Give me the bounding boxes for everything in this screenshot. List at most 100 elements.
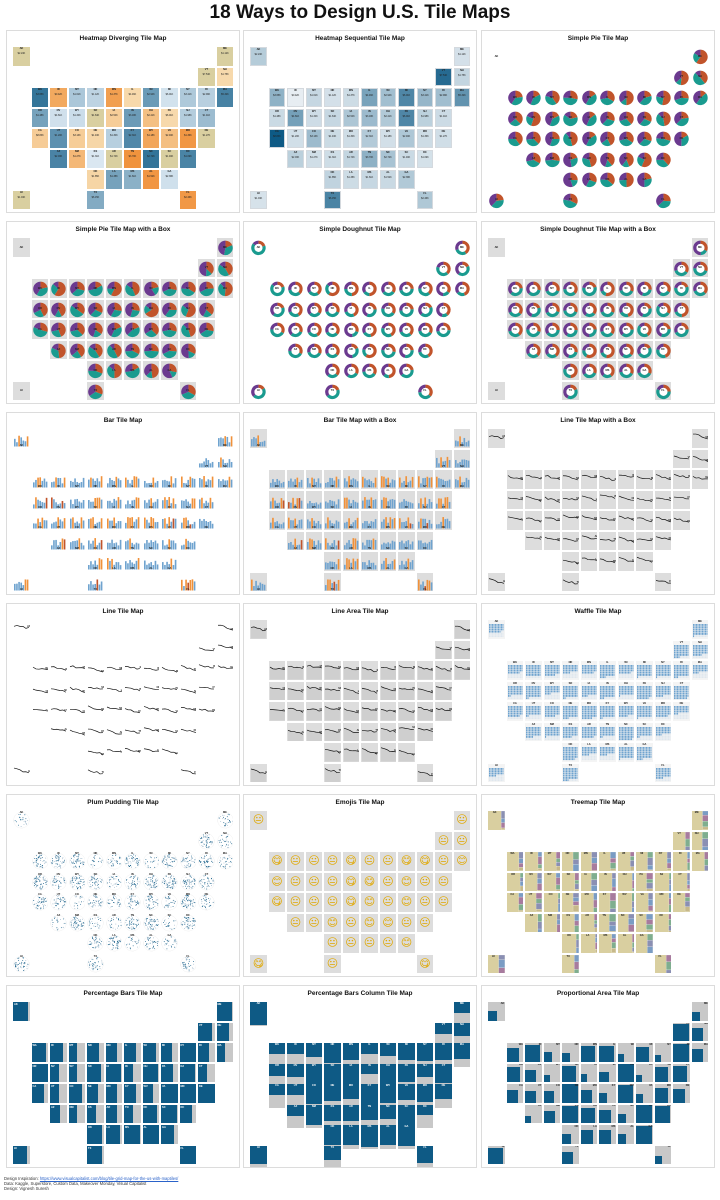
state-tile-ks[interactable]: KS $1.31K bbox=[324, 149, 341, 168]
state-tile-dc[interactable]: DC bbox=[654, 340, 672, 359]
state-tile-nv[interactable]: NV $4.61K bbox=[287, 108, 304, 127]
state-tile-ak[interactable]: AK bbox=[250, 620, 267, 639]
state-tile-md[interactable]: MD bbox=[179, 320, 197, 339]
state-tile-ms[interactable]: MS bbox=[599, 170, 616, 189]
state-tile-pa[interactable]: PA bbox=[636, 490, 653, 509]
state-tile-vt[interactable]: VT bbox=[673, 68, 690, 87]
state-tile-va[interactable]: VA bbox=[636, 129, 653, 148]
state-tile-sd[interactable]: SD bbox=[562, 299, 579, 318]
state-tile-nh[interactable]: NH bbox=[692, 68, 709, 87]
state-tile-az[interactable]: AZ bbox=[525, 340, 542, 359]
state-tile-dc[interactable]: DC bbox=[416, 722, 434, 741]
state-tile-ok[interactable]: OK $1.85K bbox=[324, 170, 341, 189]
state-tile-nm[interactable]: NM bbox=[544, 150, 561, 169]
state-tile-fl[interactable]: FL bbox=[654, 572, 672, 591]
state-tile-ri[interactable]: RI bbox=[673, 470, 690, 489]
state-tile-ia[interactable]: IA bbox=[580, 299, 598, 318]
state-tile-nv[interactable]: NV bbox=[525, 299, 542, 318]
state-tile-al[interactable]: AL bbox=[143, 552, 160, 571]
state-tile-wa[interactable]: WA $3.65K bbox=[268, 88, 286, 107]
state-tile-wy[interactable]: WY bbox=[305, 681, 323, 700]
state-tile-la[interactable]: LA bbox=[581, 170, 598, 189]
state-tile-vt[interactable]: VT bbox=[673, 640, 690, 659]
state-tile-il[interactable]: IL bbox=[361, 279, 378, 298]
state-tile-id[interactable]: ID $0.42K bbox=[287, 88, 304, 107]
state-tile-de[interactable]: DE $1.27K bbox=[198, 129, 215, 148]
state-tile-la[interactable]: LA bbox=[342, 552, 360, 571]
state-tile-il[interactable]: IL bbox=[124, 661, 141, 680]
state-tile-ny[interactable]: NY bbox=[416, 661, 434, 680]
state-tile-wv[interactable]: WV bbox=[617, 511, 635, 530]
state-tile-ky[interactable]: KY $2.31K bbox=[361, 129, 378, 148]
state-tile-va[interactable]: VA bbox=[636, 320, 653, 339]
state-tile-de[interactable]: DE bbox=[435, 702, 452, 721]
state-tile-hi[interactable]: HI bbox=[488, 191, 505, 210]
state-tile-me[interactable]: ME bbox=[217, 620, 233, 639]
state-tile-az[interactable]: AZ bbox=[50, 340, 67, 359]
state-tile-wy[interactable]: WY bbox=[543, 681, 561, 700]
state-tile-tn[interactable]: TN bbox=[599, 340, 616, 359]
state-tile-pa[interactable]: PA bbox=[398, 681, 415, 700]
state-tile-id[interactable]: ID bbox=[287, 279, 304, 298]
state-tile-in[interactable]: IN bbox=[361, 681, 378, 700]
state-tile-mn[interactable]: MN bbox=[342, 661, 360, 680]
state-tile-ok[interactable]: OK $1.85K bbox=[87, 170, 104, 189]
state-tile-nd[interactable]: ND bbox=[324, 279, 341, 298]
state-tile-fl[interactable]: FL bbox=[416, 763, 434, 782]
state-tile-ga[interactable]: GA $2.38K bbox=[161, 170, 178, 189]
state-tile-ne[interactable]: NE bbox=[87, 320, 104, 339]
state-tile-ny[interactable]: NY bbox=[654, 279, 672, 298]
state-tile-mn[interactable]: MN bbox=[106, 470, 123, 489]
state-tile-oh[interactable]: OH bbox=[617, 681, 635, 700]
state-tile-sc[interactable]: SC $1.49K bbox=[398, 149, 415, 168]
state-tile-ar[interactable]: AR bbox=[342, 531, 360, 550]
state-tile-fl[interactable]: FL $2.46K bbox=[416, 190, 434, 209]
state-tile-hi[interactable]: HI bbox=[13, 764, 30, 783]
state-tile-ia[interactable]: IA $2.54K bbox=[342, 108, 360, 127]
state-tile-tx[interactable]: TX bbox=[562, 381, 579, 400]
state-tile-dc[interactable]: DC bbox=[180, 723, 196, 742]
state-tile-ri[interactable]: RI bbox=[435, 279, 452, 298]
state-tile-la[interactable]: LA bbox=[580, 552, 598, 571]
state-tile-ok[interactable]: OK bbox=[87, 743, 104, 762]
state-tile-ca[interactable]: CA bbox=[506, 702, 524, 721]
state-tile-hi[interactable]: HI bbox=[13, 573, 30, 592]
state-tile-nd[interactable]: ND bbox=[87, 470, 104, 489]
state-tile-tx[interactable]: TX bbox=[324, 382, 341, 401]
state-tile-de[interactable]: DE bbox=[198, 702, 215, 721]
state-tile-ri[interactable]: RI bbox=[673, 88, 690, 107]
state-tile-hi[interactable]: HI bbox=[250, 572, 267, 591]
state-tile-ri[interactable]: RI bbox=[673, 279, 690, 298]
state-tile-nh[interactable]: NH bbox=[217, 641, 233, 660]
state-tile-ky[interactable]: KY bbox=[124, 702, 141, 721]
state-tile-mt[interactable]: MT bbox=[69, 470, 86, 489]
state-tile-nd[interactable]: ND bbox=[87, 661, 104, 680]
state-tile-mn[interactable]: MN $1.37K bbox=[105, 88, 123, 107]
state-tile-mn[interactable]: MN $1.37K bbox=[342, 88, 360, 107]
state-tile-mi[interactable]: MI bbox=[636, 661, 653, 680]
state-tile-il[interactable]: IL bbox=[599, 661, 616, 680]
state-tile-nh[interactable]: NH $1.75K bbox=[453, 67, 471, 86]
state-tile-ks[interactable]: KS bbox=[87, 532, 104, 551]
state-tile-id[interactable]: ID bbox=[50, 279, 67, 298]
state-tile-ut[interactable]: UT bbox=[287, 320, 304, 339]
state-tile-sc[interactable]: SC bbox=[636, 340, 653, 359]
state-tile-de[interactable]: DE bbox=[435, 511, 452, 530]
state-tile-in[interactable]: IN $3.18K bbox=[361, 108, 378, 127]
state-tile-ms[interactable]: MS bbox=[124, 361, 141, 380]
state-tile-az[interactable]: AZ bbox=[525, 531, 542, 550]
state-tile-mi[interactable]: MI bbox=[636, 279, 653, 298]
state-tile-tn[interactable]: TN bbox=[361, 341, 378, 360]
state-tile-ma[interactable]: MA bbox=[691, 279, 709, 298]
state-tile-me[interactable]: ME bbox=[453, 620, 471, 639]
state-tile-in[interactable]: IN bbox=[124, 491, 141, 510]
state-tile-pa[interactable]: PA bbox=[161, 682, 178, 701]
state-tile-tn[interactable]: TN bbox=[361, 531, 378, 550]
state-tile-la[interactable]: LA $1.38K bbox=[342, 170, 360, 189]
state-tile-ct[interactable]: CT $1.41K bbox=[198, 108, 215, 127]
state-tile-in[interactable]: IN bbox=[599, 299, 616, 318]
state-tile-ct[interactable]: CT bbox=[673, 299, 690, 318]
state-tile-mt[interactable]: MT $1.61K bbox=[68, 88, 86, 107]
state-tile-ok[interactable]: OK bbox=[562, 552, 579, 571]
state-tile-de[interactable]: DE bbox=[673, 320, 690, 339]
